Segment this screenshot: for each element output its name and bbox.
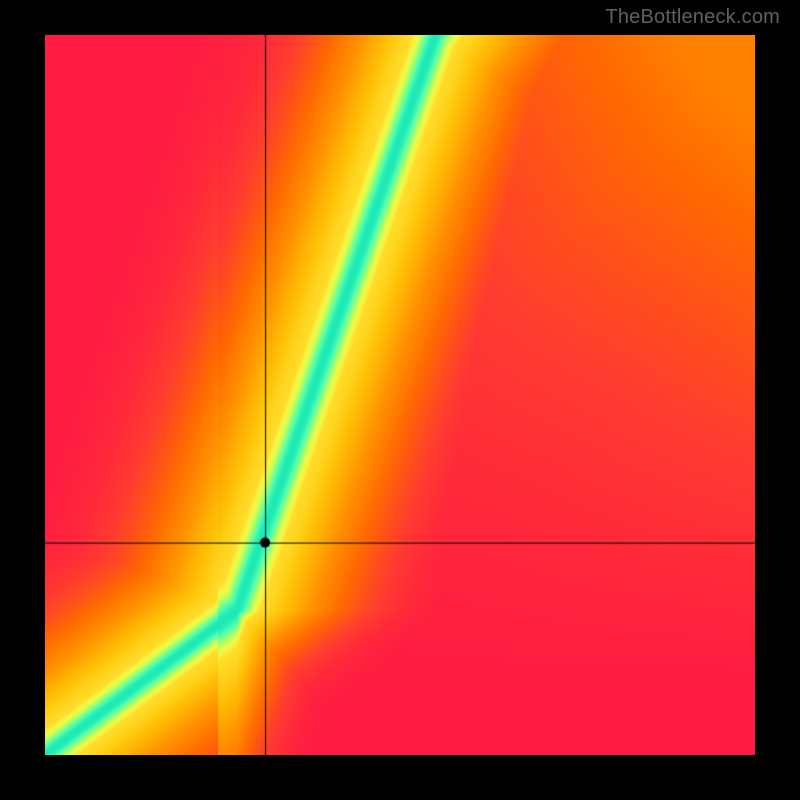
bottleneck-heatmap [45, 35, 755, 755]
watermark-text: TheBottleneck.com [605, 6, 780, 29]
chart-container: TheBottleneck.com [0, 0, 800, 800]
